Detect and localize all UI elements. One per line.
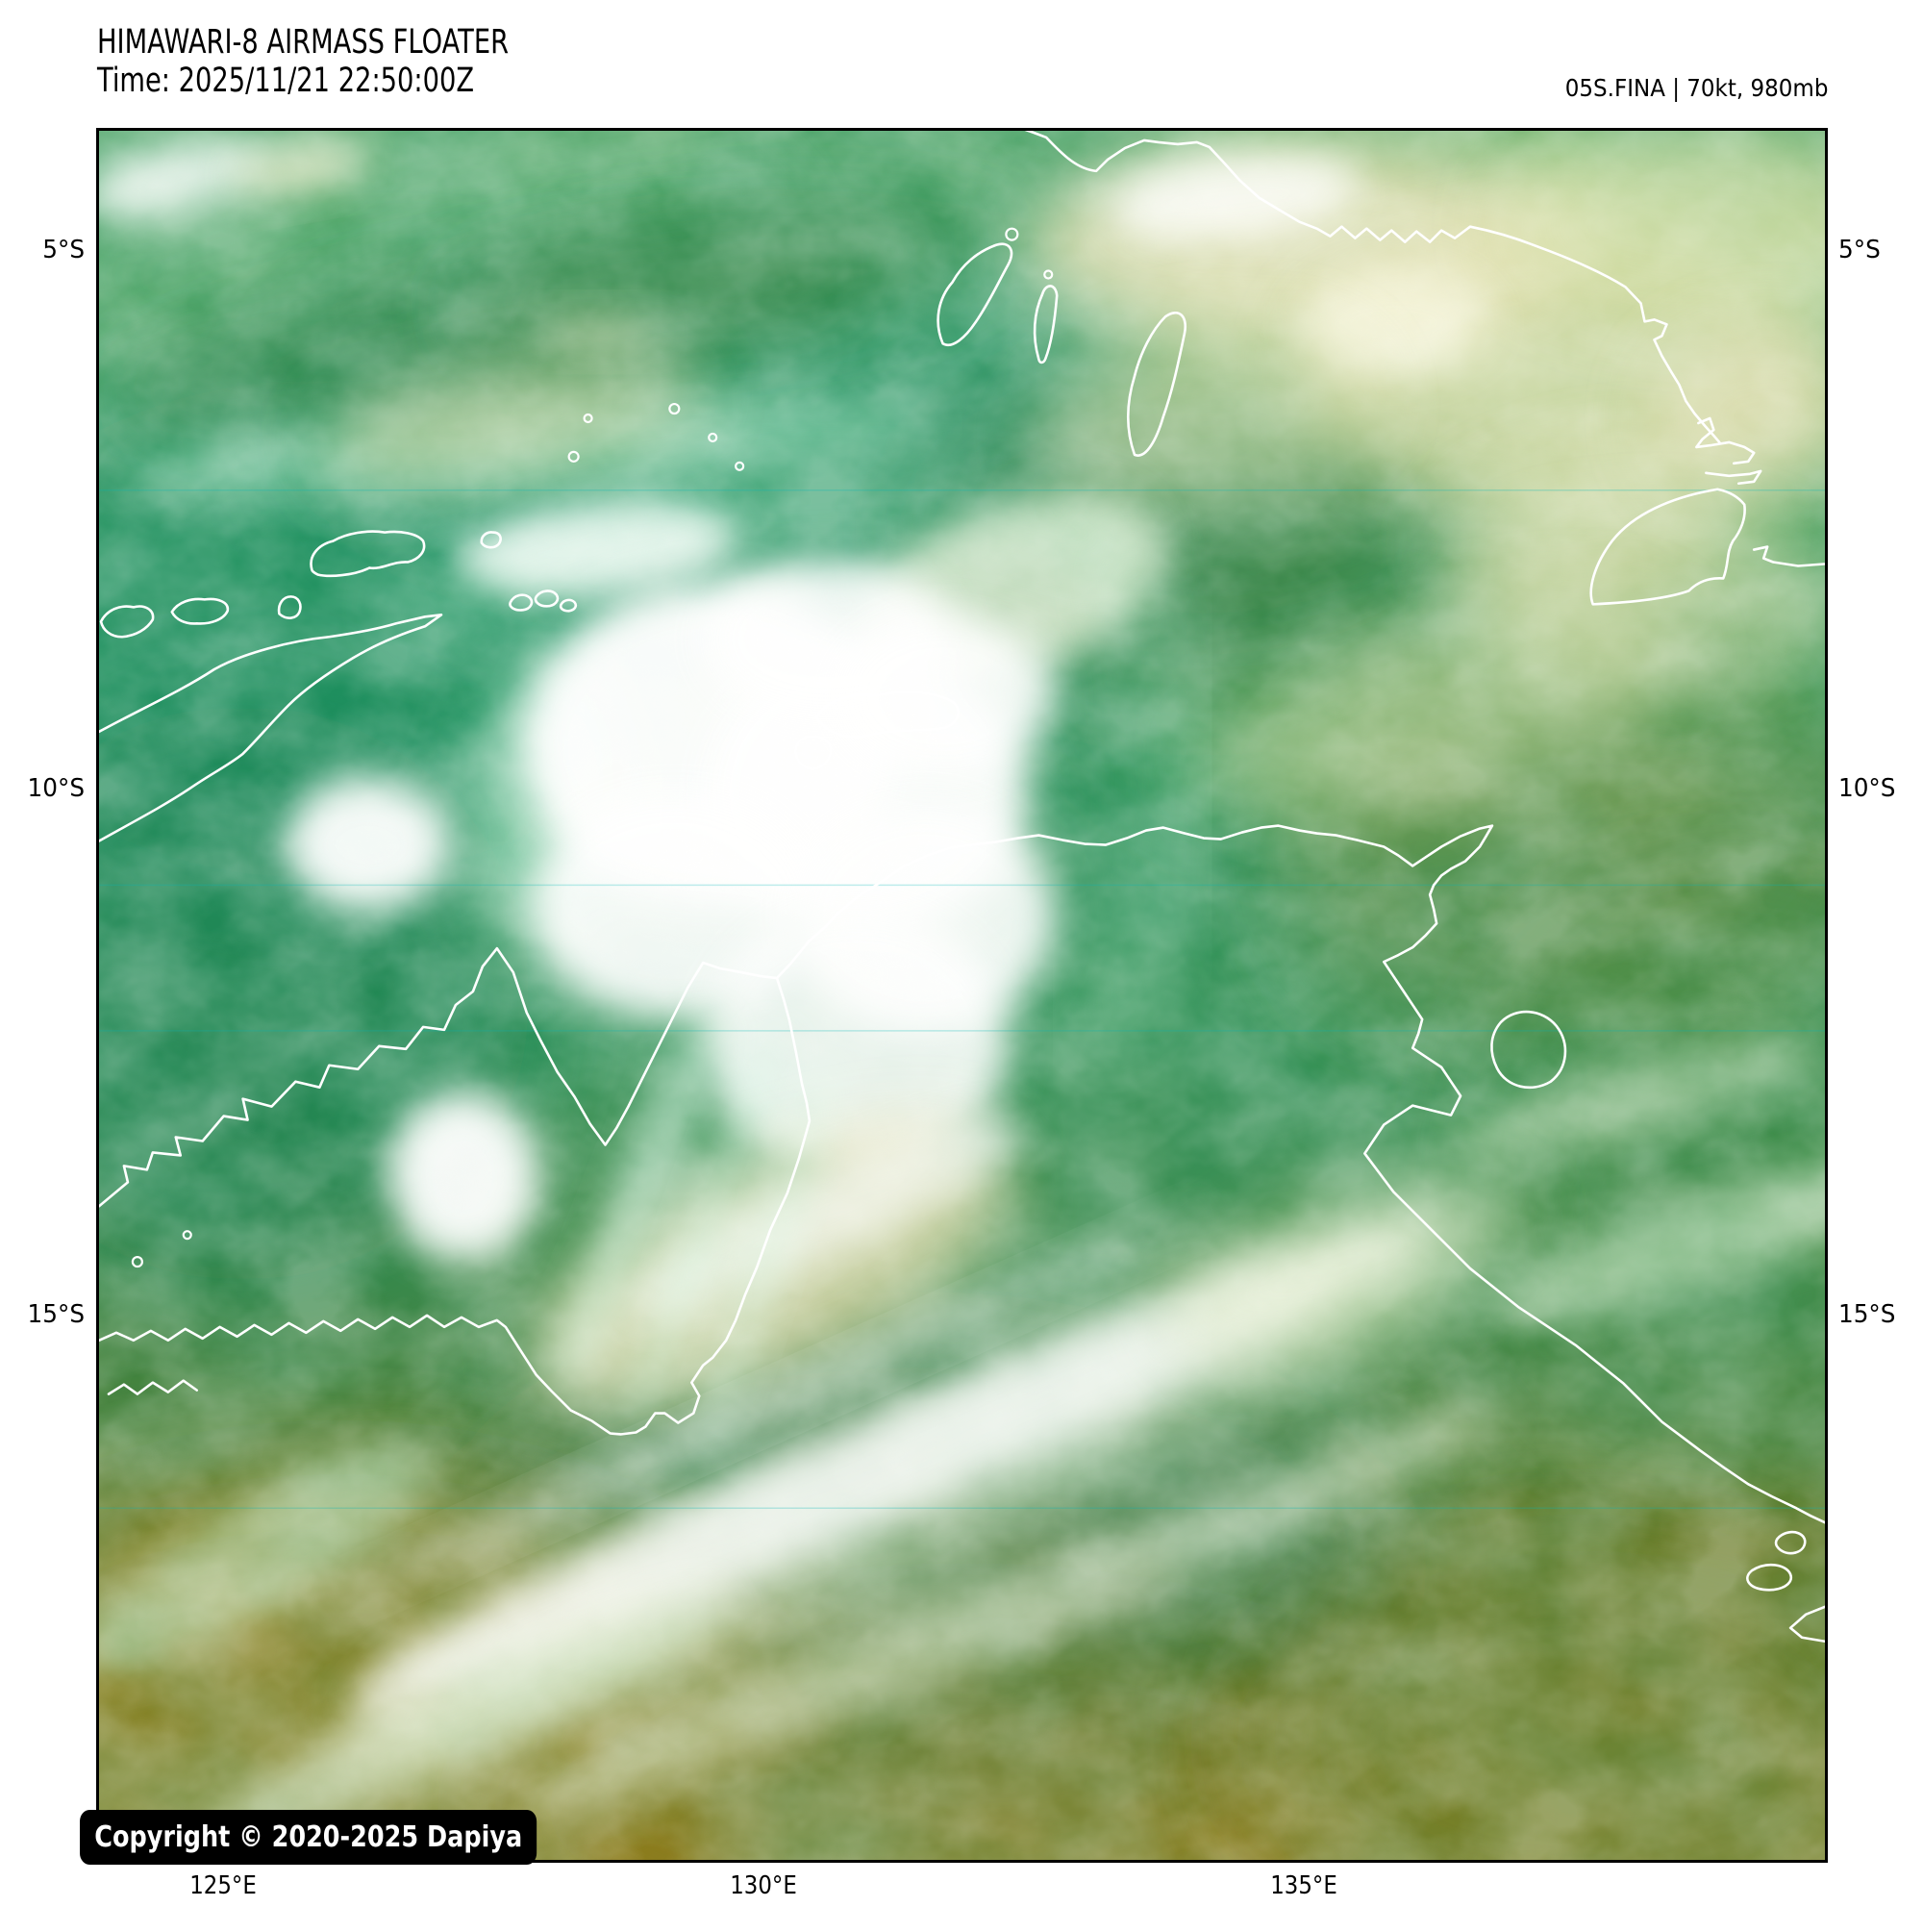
coastline-australia-north [775,824,1825,1524]
lat-label-right-10s: 10°S [1838,774,1896,803]
coastline-aru [1126,312,1187,457]
storm-info-label: 05S.FINA | 70kt, 980mb [1564,74,1828,102]
lat-label-left-15s: 15°S [27,1300,85,1329]
coastline-dolak-island [1589,488,1746,606]
page-title: HIMAWARI-8 AIRMASS FLOATER [97,23,510,62]
swath-seam-lines [99,489,1825,1509]
lon-label-125e: 125°E [189,1871,257,1900]
satellite-map: Copyright © 2020-2025 Dapiya [80,128,1828,1865]
lat-label-left-5s: 5°S [42,236,85,264]
lon-label-135e: 135°E [1270,1871,1337,1900]
coastline-kai [1033,285,1059,364]
coastline-alor-1 [99,605,155,639]
coastline-gulf-south [1788,1605,1825,1643]
coastline-australia-west [99,946,812,1436]
coastline-wetar [310,530,426,578]
coastline-tanimbar [937,242,1013,346]
coastline-new-guinea [1024,131,1721,444]
coastline-bathurst-island [794,735,833,771]
coastline-timor [99,614,443,842]
lat-label-right-15s: 15°S [1838,1300,1896,1329]
airmass-texture-light [99,131,1825,1860]
coastline-banda-islets [567,402,745,471]
coastline-melville-island [814,690,960,739]
lat-label-right-5s: 5°S [1838,236,1881,264]
copyright-badge: Copyright © 2020-2025 Dapiya [80,1810,537,1865]
coastline-buccaneer [107,1379,199,1395]
airmass-rgb-image [99,131,1825,1860]
coastline-gulf-south-island [1746,1563,1793,1592]
lon-label-130e: 130°E [730,1871,797,1900]
coastline-atauro [277,595,302,619]
time-label: Time: 2025/11/21 22:50:00Z [97,62,475,100]
coastline-pellew-island [1774,1530,1807,1555]
coastline-estuary-2 [1705,469,1762,486]
coastlines [99,131,1825,1643]
coastline-alor-2 [170,597,230,625]
coastline-ng-southeast [1752,545,1825,567]
coastline-groote-eylandt [1490,1010,1567,1090]
coastline-estuary-1 [1695,416,1756,465]
coastline-babar [480,531,502,549]
lat-label-left-10s: 10°S [27,774,85,803]
coastline-leti-islands [509,590,578,613]
